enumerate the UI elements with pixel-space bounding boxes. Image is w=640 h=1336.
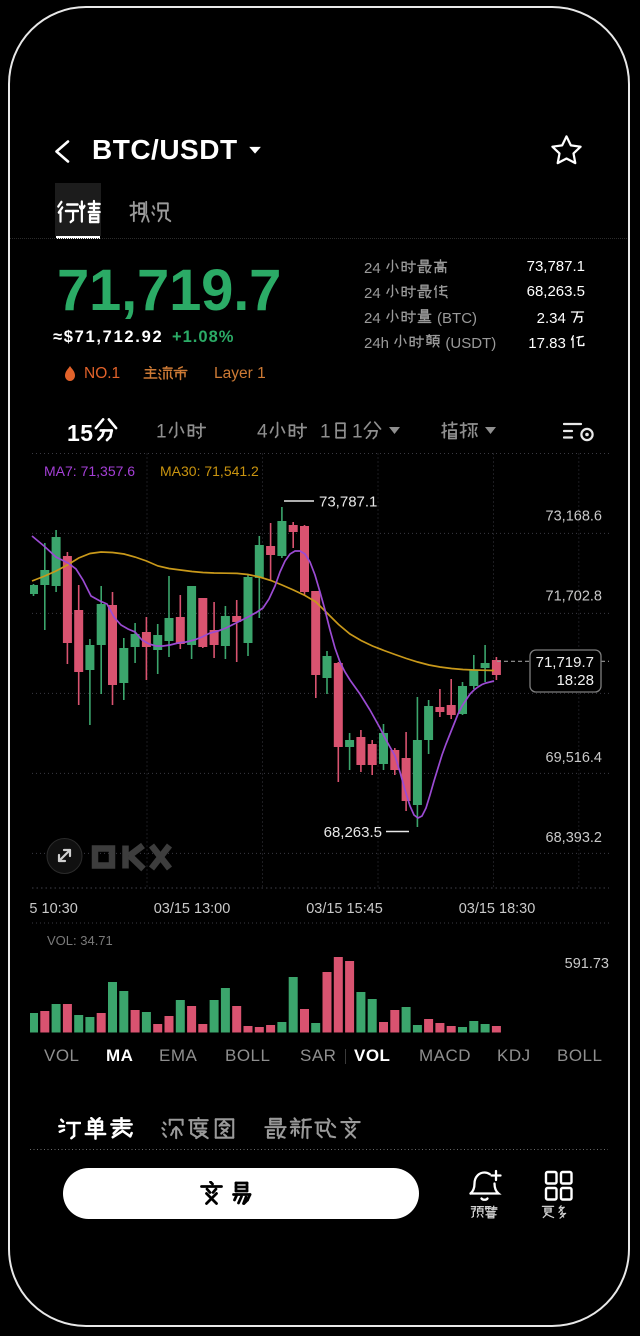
svg-text:68,263.5: 68,263.5 [324,824,382,841]
svg-text:591.73: 591.73 [565,956,609,972]
svg-text:71,702.8: 71,702.8 [546,589,602,605]
svg-text:73,787.1: 73,787.1 [319,494,377,511]
svg-text:03/15 13:00: 03/15 13:00 [154,901,231,917]
svg-text:68,393.2: 68,393.2 [546,830,602,846]
svg-text:18:28: 18:28 [556,672,594,689]
svg-text:03/15 15:45: 03/15 15:45 [306,901,383,917]
svg-text:03/15 18:30: 03/15 18:30 [459,901,536,917]
svg-text:71,719.7: 71,719.7 [536,654,594,671]
svg-text:73,168.6: 73,168.6 [546,509,602,525]
svg-text:VOL: 34.71: VOL: 34.71 [47,933,113,948]
svg-text:03/15 10:30: 03/15 10:30 [30,901,78,917]
svg-text:69,516.4: 69,516.4 [546,750,602,766]
